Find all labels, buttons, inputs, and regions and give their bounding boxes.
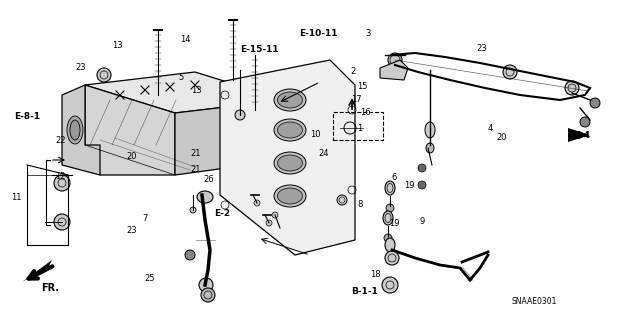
Ellipse shape: [385, 181, 395, 195]
Circle shape: [235, 110, 245, 120]
Ellipse shape: [278, 188, 303, 204]
Ellipse shape: [278, 92, 303, 108]
Text: SNAAE0301: SNAAE0301: [512, 297, 557, 306]
Text: 23: 23: [477, 44, 488, 53]
Polygon shape: [220, 60, 355, 255]
Text: 13: 13: [112, 41, 123, 50]
Text: E-2: E-2: [214, 209, 230, 218]
Text: 7: 7: [142, 214, 147, 223]
Text: 2: 2: [351, 67, 356, 76]
Ellipse shape: [388, 53, 402, 67]
Text: 24: 24: [319, 149, 329, 158]
Circle shape: [580, 117, 590, 127]
Text: 21: 21: [191, 149, 201, 158]
Text: 9: 9: [420, 217, 425, 226]
Text: 11: 11: [12, 193, 22, 202]
Circle shape: [97, 68, 111, 82]
Polygon shape: [568, 128, 590, 142]
Ellipse shape: [383, 211, 393, 225]
Ellipse shape: [384, 234, 392, 242]
Circle shape: [185, 250, 195, 260]
Text: 12: 12: [55, 172, 65, 181]
Text: 6: 6: [392, 173, 397, 182]
Polygon shape: [85, 85, 175, 175]
Circle shape: [418, 164, 426, 172]
Text: 19: 19: [389, 219, 399, 228]
Text: 14: 14: [180, 35, 191, 44]
Text: 23: 23: [76, 63, 86, 72]
Polygon shape: [380, 60, 408, 80]
Circle shape: [254, 200, 260, 206]
Bar: [333, 112, 383, 140]
Polygon shape: [85, 72, 285, 113]
Circle shape: [54, 214, 70, 230]
Polygon shape: [175, 100, 285, 175]
Ellipse shape: [425, 122, 435, 138]
Text: E-15-11: E-15-11: [240, 45, 278, 54]
Ellipse shape: [274, 185, 306, 207]
Ellipse shape: [274, 89, 306, 111]
Text: 19: 19: [404, 181, 415, 190]
Text: 13: 13: [191, 86, 202, 95]
Circle shape: [190, 207, 196, 213]
Circle shape: [385, 251, 399, 265]
Text: 4: 4: [488, 124, 493, 133]
Text: E-8-1: E-8-1: [14, 112, 40, 121]
Text: 20: 20: [496, 133, 506, 142]
Ellipse shape: [274, 152, 306, 174]
Text: 25: 25: [144, 274, 154, 283]
Polygon shape: [22, 260, 52, 282]
Text: 20: 20: [127, 152, 137, 161]
Text: 17: 17: [351, 95, 362, 104]
Text: FR.: FR.: [42, 283, 60, 293]
Circle shape: [503, 65, 517, 79]
Text: 18: 18: [370, 271, 381, 279]
Circle shape: [382, 277, 398, 293]
Text: 26: 26: [204, 175, 214, 184]
Circle shape: [199, 278, 213, 292]
Text: 22: 22: [55, 137, 65, 145]
Ellipse shape: [274, 119, 306, 141]
Ellipse shape: [278, 122, 303, 138]
Text: B-1-1: B-1-1: [351, 287, 378, 296]
Circle shape: [337, 195, 347, 205]
Text: 5: 5: [178, 73, 183, 82]
Text: B-4: B-4: [573, 131, 590, 140]
Text: 8: 8: [357, 200, 362, 209]
Text: 15: 15: [357, 82, 367, 91]
Text: 21: 21: [191, 165, 201, 174]
Circle shape: [201, 288, 215, 302]
Circle shape: [590, 98, 600, 108]
Text: 23: 23: [127, 226, 138, 235]
Text: 1: 1: [357, 124, 362, 133]
Text: 3: 3: [365, 29, 370, 38]
Ellipse shape: [385, 238, 395, 252]
Polygon shape: [62, 85, 100, 175]
Text: 10: 10: [310, 130, 321, 139]
Ellipse shape: [67, 116, 83, 144]
Circle shape: [54, 175, 70, 191]
Ellipse shape: [278, 155, 303, 171]
Circle shape: [272, 212, 278, 218]
Ellipse shape: [70, 120, 80, 140]
Circle shape: [565, 81, 579, 95]
Text: E-10-11: E-10-11: [300, 29, 338, 38]
Circle shape: [418, 181, 426, 189]
Circle shape: [266, 220, 272, 226]
Text: 16: 16: [360, 108, 371, 117]
Ellipse shape: [426, 143, 434, 153]
Ellipse shape: [386, 204, 394, 212]
Ellipse shape: [197, 191, 213, 203]
